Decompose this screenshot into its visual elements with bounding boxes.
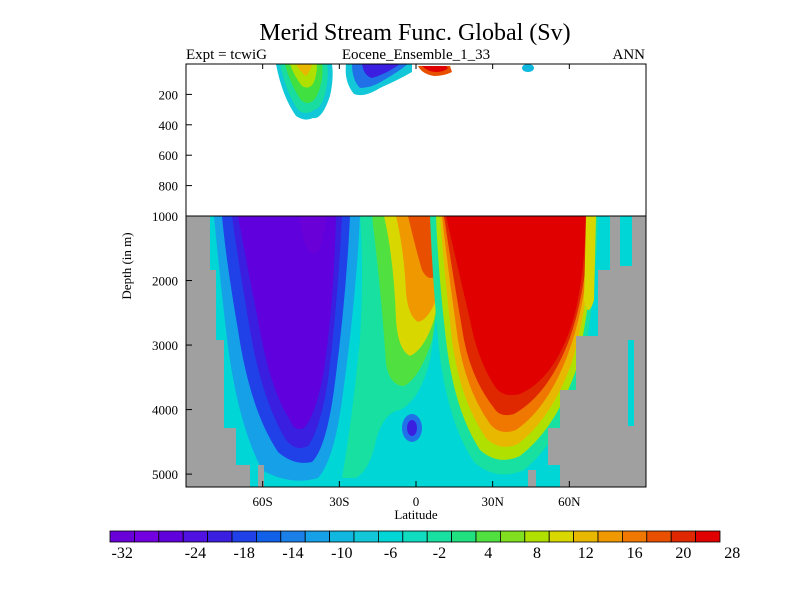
colorbar-label: -18: [234, 545, 255, 562]
south-cell-purple: [300, 216, 326, 254]
upper-positive-red: [422, 66, 448, 72]
left-label: Expt = tcwiG: [186, 47, 267, 63]
colorbar-swatch: [255, 530, 282, 543]
bottom-panel: [186, 216, 646, 487]
colorbar-swatch: [670, 530, 697, 543]
x-axis: 60S 30S 0 30N 60N: [253, 64, 581, 509]
land-south: [186, 216, 250, 487]
center-label: Eocene_Ensemble_1_33: [342, 47, 490, 63]
top-y-tick-label: 600: [159, 148, 179, 163]
colorbar-swatch: [695, 530, 721, 543]
colorbar-label: -10: [331, 545, 352, 562]
colorbar-label: 16: [627, 545, 643, 562]
colorbar-swatch: [402, 530, 428, 543]
bottom-y-axis: 1000 2000 3000 4000 5000: [152, 209, 192, 482]
bottom-y-tick-label: 1000: [152, 209, 178, 224]
top-y-axis: 200 400 600 800: [159, 87, 192, 194]
colorbar-swatch: [622, 530, 648, 543]
colorbar-label: -6: [384, 545, 397, 562]
deep-blue-spot: [407, 420, 417, 436]
top-panel-background: [186, 64, 646, 216]
chart-title: Merid Stream Func. Global (Sv): [259, 20, 570, 46]
x-axis-label: Latitude: [394, 507, 438, 522]
upper-cell-contours: [276, 64, 333, 120]
bottom-y-tick-label: 5000: [152, 467, 178, 482]
colorbar-label: -24: [185, 545, 206, 562]
colorbar-label: -14: [282, 545, 303, 562]
colorbar-swatch: [182, 530, 208, 543]
colorbar-swatch: [646, 530, 672, 543]
upper-negative-contours: [345, 64, 412, 96]
colorbar: -32 -24 -18 -14 -10 -6 -2 4 8 12 16 20 28: [109, 530, 740, 562]
upper-small-cyan: [522, 64, 534, 72]
south-cell-violet: [238, 216, 336, 429]
y-axis-label: Depth (in m): [119, 232, 134, 299]
colorbar-swatch: [109, 530, 135, 543]
colorbar-swatch: [304, 530, 331, 543]
colorbar-label: -2: [433, 545, 446, 562]
x-tick-label: 30S: [329, 494, 349, 509]
upper-negative-indigo: [362, 64, 400, 78]
colorbar-swatch: [329, 530, 355, 543]
north-edge-yellow: [584, 216, 596, 310]
top-y-tick-label: 400: [159, 118, 179, 133]
colorbar-label: -32: [112, 545, 133, 562]
colorbar-swatch: [231, 530, 257, 543]
land-north: [528, 216, 646, 487]
colorbar-swatch: [451, 530, 477, 543]
top-y-tick-label: 200: [159, 87, 179, 102]
top-panel: [186, 64, 646, 216]
upper-cell-yellow: [296, 64, 312, 76]
bottom-y-tick-label: 2000: [152, 274, 178, 289]
right-label: ANN: [613, 47, 646, 63]
colorbar-swatch: [377, 530, 404, 543]
x-tick-label: 60N: [558, 494, 581, 509]
colorbar-swatch: [548, 530, 575, 543]
land-north-channel: [620, 216, 640, 426]
bottom-y-tick-label: 4000: [152, 403, 178, 418]
colorbar-label: 28: [724, 545, 740, 562]
colorbar-swatch: [133, 530, 160, 543]
north-cell-red: [446, 216, 586, 396]
colorbar-label: 4: [484, 545, 492, 562]
top-y-tick-label: 800: [159, 179, 179, 194]
colorbar-label: 8: [533, 545, 541, 562]
x-tick-label: 30N: [481, 494, 504, 509]
colorbar-label: 12: [578, 545, 594, 562]
colorbar-swatch: [280, 530, 306, 543]
colorbar-swatch: [597, 530, 623, 543]
colorbar-swatch: [524, 530, 550, 543]
x-tick-label: 0: [413, 494, 420, 509]
colorbar-swatch: [426, 530, 453, 543]
colorbar-swatch: [207, 530, 233, 543]
colorbar-label: 20: [675, 545, 691, 562]
colorbar-swatch: [475, 530, 501, 543]
colorbar-swatch: [499, 530, 526, 543]
x-tick-label: 60S: [253, 494, 273, 509]
colorbar-swatch: [353, 530, 379, 543]
colorbar-swatch: [158, 530, 184, 543]
bottom-y-tick-label: 3000: [152, 338, 178, 353]
colorbar-swatch: [573, 530, 599, 543]
upper-cell-lime: [290, 64, 317, 88]
